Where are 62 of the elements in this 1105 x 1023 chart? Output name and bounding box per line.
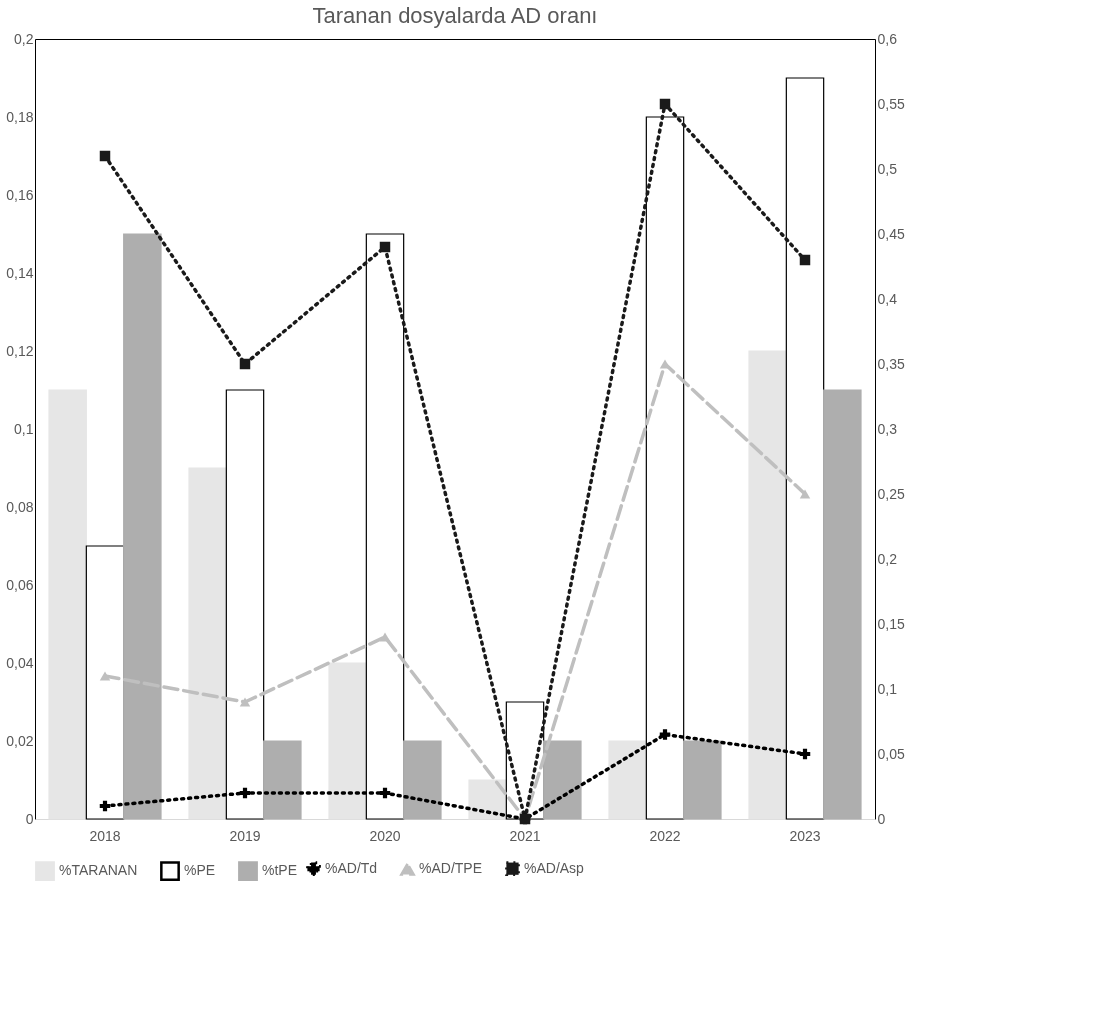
bar xyxy=(683,740,722,820)
x-tick-label: 2022 xyxy=(649,827,681,844)
y2-tick-label: 0 xyxy=(877,810,886,827)
legend-label: %AD/Td xyxy=(325,859,378,876)
point xyxy=(659,98,671,110)
y2-tick-label: 0,35 xyxy=(877,355,905,372)
legend-label: %TARANAN xyxy=(59,862,138,879)
y-tick-label: 0,14 xyxy=(6,264,34,281)
bar xyxy=(403,740,442,820)
y2-tick-label: 0,1 xyxy=(877,680,898,697)
y-tick-label: 0,2 xyxy=(14,30,34,47)
legend-label: %tPE xyxy=(262,862,298,879)
point xyxy=(239,787,251,799)
y2-tick-label: 0,55 xyxy=(877,95,905,112)
chart-title: Taranan dosyalarda AD oranı xyxy=(312,3,598,28)
bar xyxy=(748,350,787,820)
point xyxy=(659,729,671,740)
legend-label: %AD/TPE xyxy=(419,860,483,877)
point xyxy=(239,697,251,707)
x-tick-label: 2018 xyxy=(89,827,121,844)
point xyxy=(799,489,811,499)
point xyxy=(99,671,111,681)
point xyxy=(379,632,391,642)
y-tick-label: 0,1 xyxy=(14,420,34,437)
y-tick-label: 0,16 xyxy=(6,186,34,203)
point xyxy=(799,748,811,760)
y-tick-label: 0,08 xyxy=(6,498,34,515)
y-tick-label: 0,02 xyxy=(6,732,34,749)
x-tick-label: 2021 xyxy=(509,827,541,844)
x-tick-label: 2023 xyxy=(789,827,821,844)
y2-tick-label: 0,05 xyxy=(877,745,905,762)
point xyxy=(99,800,111,812)
y2-tick-label: 0,45 xyxy=(877,225,905,242)
y-tick-label: 0,18 xyxy=(6,108,34,125)
y-tick-label: 0,06 xyxy=(6,576,34,593)
y2-tick-label: 0,15 xyxy=(877,615,905,632)
y2-tick-label: 0,6 xyxy=(877,30,898,47)
point xyxy=(799,254,811,266)
legend-label: %PE xyxy=(184,862,216,879)
bar xyxy=(823,389,862,820)
bar xyxy=(608,740,647,820)
bar xyxy=(123,233,162,820)
y2-tick-label: 0,2 xyxy=(877,550,898,567)
legend-label: %AD/Asp xyxy=(524,859,585,876)
point xyxy=(379,241,391,253)
point xyxy=(99,150,111,162)
y-tick-label: 0 xyxy=(25,810,34,827)
y-tick-label: 0,12 xyxy=(6,342,34,359)
y2-tick-label: 0,3 xyxy=(877,420,898,437)
y-tick-label: 0,04 xyxy=(6,654,34,671)
bar xyxy=(263,740,302,820)
bar xyxy=(543,740,582,820)
bar xyxy=(48,389,87,820)
x-tick-label: 2019 xyxy=(229,827,261,844)
bar xyxy=(188,467,227,820)
y2-tick-label: 0,25 xyxy=(877,485,905,502)
y2-tick-label: 0,5 xyxy=(877,160,898,177)
y2-tick-label: 0,4 xyxy=(877,290,898,307)
point xyxy=(239,358,251,370)
point xyxy=(379,787,391,799)
bar xyxy=(328,662,367,820)
x-tick-label: 2020 xyxy=(369,827,401,844)
